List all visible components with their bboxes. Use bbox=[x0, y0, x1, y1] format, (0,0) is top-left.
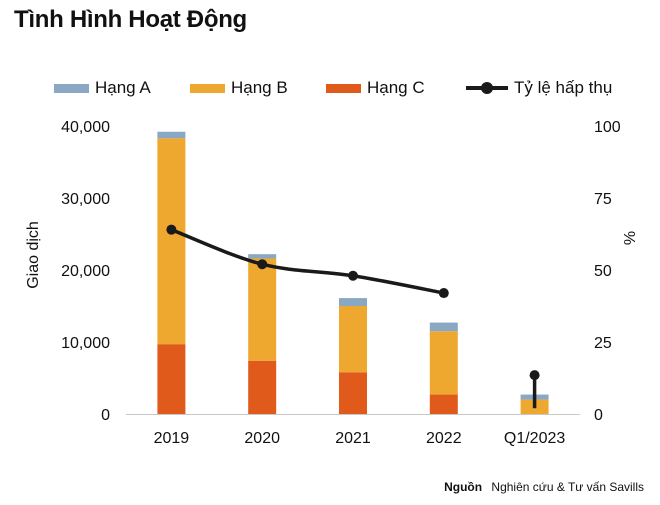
x-axis: 2019 2020 2021 2022 Q1/2023 bbox=[126, 414, 580, 447]
bar-hang-b bbox=[248, 258, 277, 361]
absorption-rate-line bbox=[169, 227, 446, 295]
legend-item-absorption-rate: Tỷ lệ hấp thụ bbox=[466, 76, 612, 100]
y-axis-right: 0 25 50 75 100 bbox=[594, 119, 621, 424]
y-axis-title: Giao dịch bbox=[25, 221, 42, 289]
y2-axis-title: % bbox=[622, 231, 639, 245]
y2-tick-label: 50 bbox=[594, 263, 612, 280]
y2-tick-label: 25 bbox=[594, 335, 612, 352]
chart-plot: 0 10,000 20,000 30,000 40,000 0 25 50 75 100 201… bbox=[25, 119, 639, 447]
bars-group bbox=[157, 131, 549, 414]
legend-swatch-hang-b bbox=[190, 83, 225, 93]
bar-hang-c bbox=[157, 344, 186, 414]
legend-label-hang-a: Hạng A bbox=[95, 78, 151, 97]
bar-hang-c bbox=[429, 394, 458, 414]
x-tick-label: Q1/2023 bbox=[504, 430, 565, 447]
x-tick-label: 2019 bbox=[154, 430, 190, 447]
absorption-rate-point bbox=[166, 224, 177, 235]
bar-hang-b bbox=[429, 331, 458, 395]
absorption-rate-point bbox=[348, 270, 358, 281]
bar-hang-b bbox=[157, 138, 186, 345]
x-tick-label: 2020 bbox=[244, 430, 280, 447]
line-group bbox=[166, 224, 540, 409]
x-tick-label: 2021 bbox=[335, 430, 371, 447]
y-axis-left: 0 10,000 20,000 30,000 40,000 bbox=[61, 119, 110, 424]
y-tick-label: 40,000 bbox=[61, 119, 110, 136]
source-label: Nguồn bbox=[444, 480, 483, 494]
y2-tick-label: 75 bbox=[594, 191, 612, 208]
bar-hang-a bbox=[429, 322, 458, 332]
y2-tick-label: 0 bbox=[594, 407, 603, 424]
legend-label-hang-b: Hạng B bbox=[231, 78, 288, 97]
source-note: Nguồn Nghiên cứu & Tư vấn Savills bbox=[444, 480, 644, 494]
bar-hang-b bbox=[339, 306, 367, 373]
y-tick-label: 0 bbox=[101, 407, 110, 424]
bar-hang-a bbox=[157, 131, 186, 139]
legend-item-hang-b: Hạng B bbox=[190, 76, 288, 100]
y-tick-label: 10,000 bbox=[61, 335, 110, 352]
legend-item-hang-a: Hạng A bbox=[54, 76, 151, 100]
legend-label-absorption-rate: Tỷ lệ hấp thụ bbox=[514, 78, 613, 97]
legend: Hạng A Hạng B Hạng C Tỷ lệ hấp thụ bbox=[54, 76, 654, 100]
absorption-rate-point bbox=[529, 370, 540, 381]
chart-title: Tình Hình Hoạt Động bbox=[14, 6, 247, 33]
bar-hang-c bbox=[248, 360, 277, 414]
absorption-rate-point bbox=[257, 259, 268, 270]
y-tick-label: 20,000 bbox=[61, 263, 110, 280]
absorption-rate-point bbox=[438, 288, 449, 299]
source-text: Nghiên cứu & Tư vấn Savills bbox=[491, 480, 644, 494]
y-tick-label: 30,000 bbox=[61, 191, 110, 208]
legend-swatch-hang-c bbox=[326, 83, 361, 93]
legend-item-hang-c: Hạng C bbox=[326, 76, 425, 100]
x-tick-label: 2022 bbox=[426, 430, 462, 447]
legend-label-hang-c: Hạng C bbox=[367, 78, 425, 97]
legend-swatch-line bbox=[466, 76, 508, 100]
bar-hang-a bbox=[248, 254, 277, 259]
y2-tick-label: 100 bbox=[594, 119, 621, 136]
bar-hang-a bbox=[339, 298, 367, 306]
legend-swatch-hang-a bbox=[54, 83, 89, 93]
bar-hang-c bbox=[339, 372, 367, 414]
